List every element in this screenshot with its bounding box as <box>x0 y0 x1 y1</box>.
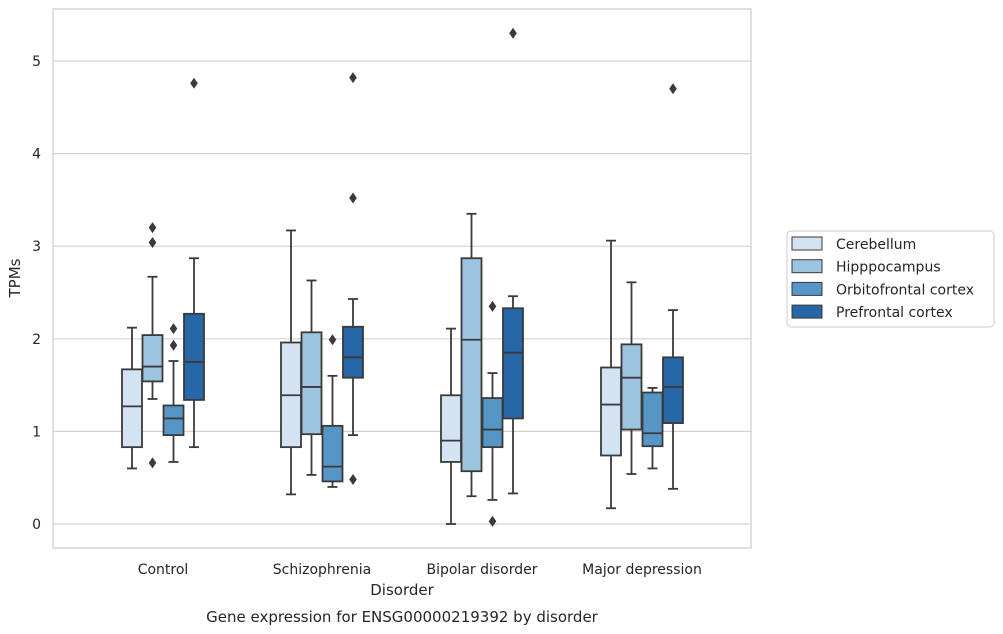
box-group-2-0 <box>162 323 185 463</box>
box-group-0-2 <box>440 327 462 525</box>
box-group-0-0 <box>121 326 143 470</box>
box-iqr <box>460 257 483 473</box>
flier-point-1 <box>169 339 178 351</box>
legend-label-0: Cerebellum <box>836 237 916 253</box>
y-tick-label-0: 0 <box>32 517 41 533</box>
box-group-3-1 <box>342 72 364 486</box>
plot-frame <box>52 8 752 549</box>
box-iqr <box>141 334 164 383</box>
box-series <box>121 27 684 527</box>
y-tick-label-3: 3 <box>32 239 41 255</box>
y-tick-labels: 0 1 2 3 4 5 <box>32 54 41 533</box>
box-iqr <box>300 331 323 436</box>
y-tick-label-1: 1 <box>32 424 41 440</box>
box-iqr <box>183 312 205 401</box>
box-group-2-1 <box>321 334 344 488</box>
box-iqr <box>121 368 143 449</box>
box-group-3-3 <box>662 83 684 490</box>
box-group-1-3 <box>620 281 643 475</box>
legend-label-1: Hipppocampus <box>836 260 941 276</box>
box-iqr <box>162 404 185 437</box>
box-group-3-0 <box>183 77 205 449</box>
flier-point-0 <box>669 83 677 95</box>
flier-point-0 <box>328 334 337 346</box>
box-group-1-1 <box>300 279 323 476</box>
flier-point-1 <box>148 222 157 234</box>
x-tick-label-1: Schizophrenia <box>273 562 371 578</box>
y-axis-label: TPMs <box>6 258 24 298</box>
box-group-1-0 <box>141 222 164 469</box>
flier-point-0 <box>148 236 157 248</box>
legend-swatch-1 <box>791 259 823 274</box>
box-iqr <box>502 307 524 420</box>
flier-point-2 <box>349 474 357 486</box>
x-tick-label-3: Major depression <box>582 562 702 578</box>
box-iqr <box>481 397 504 449</box>
flier-point-0 <box>488 300 497 312</box>
y-tick-label-4: 4 <box>32 147 41 163</box>
box-group-2-2 <box>481 300 504 527</box>
legend: Cerebellum Hipppocampus Orbitofrontal cort… <box>786 230 995 328</box>
legend-swatch-3 <box>791 304 823 319</box>
flier-point-0 <box>190 77 198 89</box>
y-tick-label-5: 5 <box>32 54 41 70</box>
legend-label-3: Prefrontal cortex <box>836 305 953 321</box>
x-tick-label-0: Control <box>138 562 189 578</box>
x-axis-label: Disorder <box>370 581 434 599</box>
box-iqr <box>620 343 643 431</box>
flier-point-0 <box>509 27 517 39</box>
box-iqr <box>662 356 684 424</box>
box-iqr <box>600 366 622 457</box>
box-group-1-2 <box>460 212 483 498</box>
flier-point-1 <box>488 515 497 527</box>
flier-point-1 <box>349 192 357 204</box>
flier-point-2 <box>148 457 157 469</box>
legend-items: Cerebellum Hipppocampus Orbitofrontal cort… <box>791 236 974 321</box>
box-iqr <box>342 325 364 379</box>
x-tick-labels: Control Schizophrenia Bipolar disorder Majo… <box>138 562 702 578</box>
y-tick-label-2: 2 <box>32 332 41 348</box>
legend-label-2: Orbitofrontal cortex <box>836 282 974 298</box>
flier-point-0 <box>169 323 178 335</box>
legend-swatch-0 <box>791 236 823 251</box>
box-group-2-3 <box>641 386 664 470</box>
box-iqr <box>641 391 664 448</box>
x-tick-label-2: Bipolar disorder <box>426 562 537 578</box>
legend-frame <box>786 230 995 328</box>
box-iqr <box>440 394 462 463</box>
box-group-3-2 <box>502 27 524 495</box>
box-iqr <box>321 424 344 483</box>
chart-caption: Gene expression for ENSG00000219392 by d… <box>206 608 599 626</box>
flier-point-0 <box>349 72 357 84</box>
legend-swatch-2 <box>791 281 823 296</box>
